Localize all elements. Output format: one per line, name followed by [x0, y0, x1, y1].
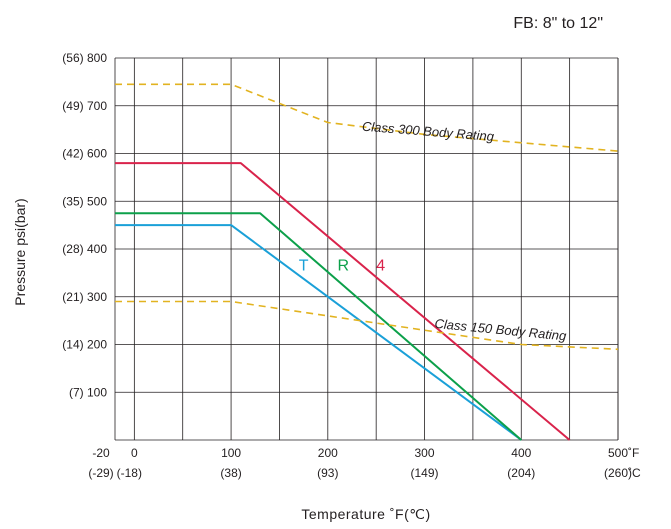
grid [114, 57, 619, 441]
x-tick-label-f: 300 [414, 446, 434, 460]
y-tick-label: (35) 500 [62, 194, 107, 208]
x-tick-label-f: -20 [92, 446, 110, 460]
annotation-label: 4 [376, 258, 385, 275]
x-unit-c: ˚C [628, 466, 641, 480]
x-tick-label-c: (149) [410, 466, 438, 480]
x-tick-labels: -20 (-29) 0 (-18) 100 (38) 200 (93) 300 (149) 400 (… [88, 446, 632, 480]
series-line-r [115, 212, 522, 441]
y-tick-labels: (56) 800 (49) 700 (42) 600 (35) 500 (28) 400… [62, 51, 107, 399]
annotation-label: R [338, 258, 350, 275]
annotation-label: Class 150 Body Rating [434, 316, 568, 344]
y-tick-label: (21) 300 [62, 290, 107, 304]
y-tick-label: (56) 800 [62, 51, 107, 65]
annotation-label: T [299, 258, 309, 275]
series-line-t [115, 224, 522, 441]
x-tick-label-c: (38) [220, 466, 241, 480]
series-lines [115, 83, 619, 441]
y-tick-label: (49) 700 [62, 99, 107, 113]
series-line-class-300-body-rating [115, 83, 619, 152]
y-axis-title: Pressure psi(bar) [12, 198, 28, 305]
y-tick-label: (28) 400 [62, 242, 107, 256]
x-tick-label-c: (260) [604, 466, 632, 480]
x-axis-title: Temperature ˚F(℃) [301, 506, 430, 522]
series-line-class-150-body-rating [115, 300, 619, 351]
x-tick-label-f: 200 [318, 446, 338, 460]
annotations: T R 4 Class 300 Body Rating Class 150 Body R… [299, 119, 568, 344]
y-tick-label: (42) 600 [62, 147, 107, 161]
x-tick-label-c: (-18) [117, 466, 142, 480]
y-tick-label: (7) 100 [69, 385, 107, 399]
x-tick-label-c: (204) [507, 466, 535, 480]
x-tick-label-f: 0 [131, 446, 138, 460]
x-unit-f: ˚F [628, 446, 639, 460]
annotation-label: Class 300 Body Rating [361, 119, 495, 144]
x-tick-label-f: 400 [511, 446, 531, 460]
x-tick-label-c: (-29) [88, 466, 113, 480]
x-tick-label-c: (93) [317, 466, 338, 480]
y-tick-label: (14) 200 [62, 338, 107, 352]
x-tick-label-f: 500 [608, 446, 628, 460]
series-line-4 [115, 162, 571, 441]
x-tick-label-f: 100 [221, 446, 241, 460]
chart-subtitle: FB: 8" to 12" [513, 15, 603, 32]
